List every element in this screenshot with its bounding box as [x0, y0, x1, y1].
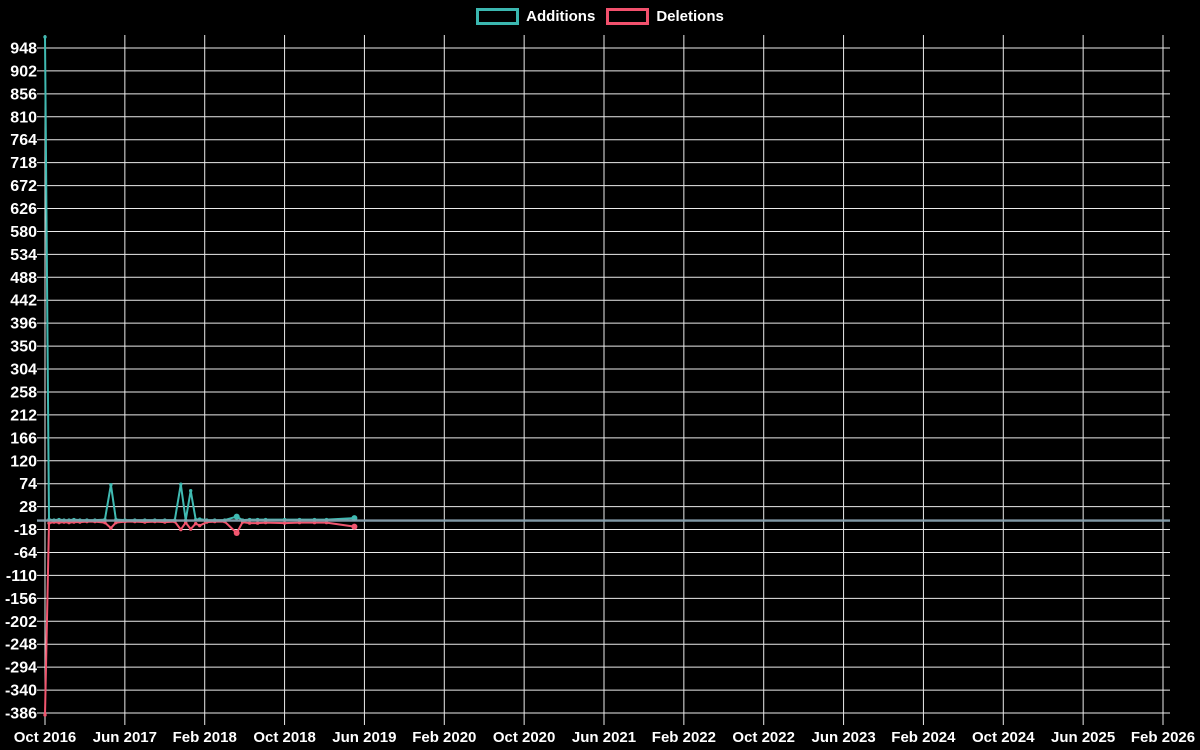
- deletions-line: [43, 519, 358, 717]
- additions-line: [43, 35, 358, 522]
- x-tick-label: Feb 2022: [652, 729, 716, 746]
- y-tick-label: 442: [10, 293, 37, 310]
- y-tick-label: -110: [6, 568, 37, 585]
- y-tick-label: 810: [10, 109, 37, 126]
- y-tick-label: 718: [10, 155, 37, 172]
- y-tick-label: -202: [5, 614, 37, 631]
- y-tick-label: 166: [10, 430, 37, 447]
- y-tick-label: 580: [10, 224, 37, 241]
- y-tick-label: 120: [10, 453, 37, 470]
- legend-item-deletions[interactable]: Deletions: [606, 8, 724, 25]
- x-tick-label: Jun 2017: [93, 729, 157, 746]
- x-tick-label: Feb 2020: [412, 729, 476, 746]
- y-tick-label: 74: [19, 476, 37, 493]
- x-tick-label: Feb 2018: [173, 729, 237, 746]
- x-tick-label: Jun 2021: [572, 729, 636, 746]
- y-tick-label: -294: [5, 660, 37, 677]
- y-tick-label: 396: [10, 316, 37, 333]
- y-axis-labels: 948 902 856 810 764 718 672 626 580 534 488 442 396 3…: [5, 41, 37, 723]
- deletions-swatch-icon: [606, 8, 650, 25]
- chart-legend: Additions Deletions: [0, 8, 1200, 25]
- y-tick-label: 902: [10, 63, 37, 80]
- y-tick-label: 28: [19, 499, 37, 516]
- y-tick-label: 764: [10, 132, 37, 149]
- y-tick-label: -386: [5, 706, 37, 723]
- x-tick-label: Oct 2022: [732, 729, 795, 746]
- x-axis-labels: Oct 2016 Jun 2017 Feb 2018 Oct 2018 Jun 2019…: [14, 729, 1195, 746]
- y-tick-label: -18: [14, 522, 37, 539]
- y-tick-label: 258: [10, 385, 37, 402]
- y-tick-label: -64: [14, 545, 37, 562]
- x-tick-label: Oct 2020: [493, 729, 556, 746]
- x-tick-label: Jun 2023: [811, 729, 875, 746]
- y-tick-label: 856: [10, 86, 37, 103]
- y-tick-label: 304: [10, 362, 37, 379]
- y-tick-label: 350: [10, 339, 37, 356]
- y-tick-label: -248: [5, 637, 37, 654]
- x-tick-label: Oct 2016: [14, 729, 77, 746]
- y-tick-label: 534: [10, 247, 37, 264]
- legend-label-deletions: Deletions: [656, 8, 724, 25]
- y-tick-label: 626: [10, 201, 37, 218]
- gridlines: [37, 35, 1170, 725]
- legend-item-additions[interactable]: Additions: [476, 8, 595, 25]
- x-tick-label: Feb 2026: [1131, 729, 1195, 746]
- x-tick-label: Jun 2025: [1051, 729, 1115, 746]
- y-tick-label: 212: [10, 407, 37, 424]
- legend-label-additions: Additions: [526, 8, 596, 25]
- x-tick-label: Oct 2018: [253, 729, 316, 746]
- y-tick-label: -156: [5, 591, 37, 608]
- y-tick-label: 672: [10, 178, 37, 195]
- y-tick-label: -340: [5, 683, 37, 700]
- x-tick-label: Oct 2024: [972, 729, 1035, 746]
- y-tick-label: 488: [10, 270, 37, 287]
- x-tick-label: Jun 2019: [332, 729, 396, 746]
- additions-swatch-icon: [476, 8, 520, 25]
- y-tick-label: 948: [10, 41, 37, 58]
- x-tick-label: Feb 2024: [891, 729, 956, 746]
